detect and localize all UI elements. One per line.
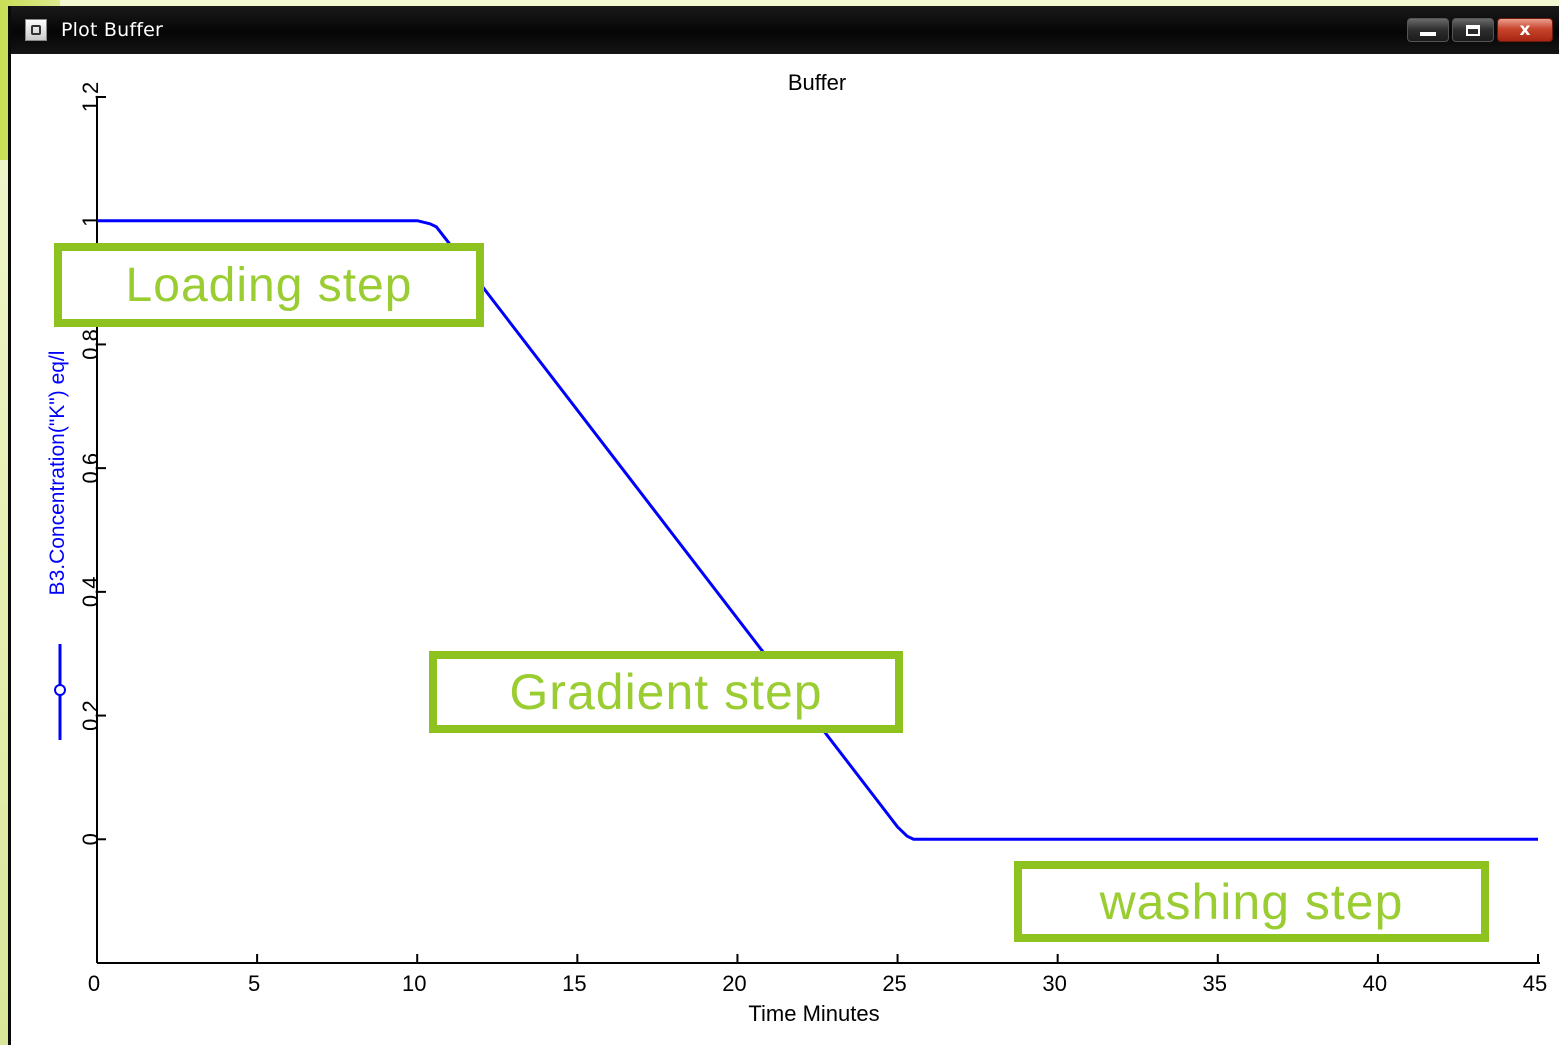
x-tick-label: 0: [88, 971, 100, 996]
x-tick-label: 40: [1363, 971, 1387, 996]
x-tick-label: 15: [562, 971, 586, 996]
window-controls: x: [1407, 18, 1553, 42]
y-axis-label: B3.Concentration("K") eq/l: [46, 351, 69, 596]
maximize-button[interactable]: [1452, 18, 1494, 42]
x-axis-label: Time Minutes: [748, 1001, 879, 1026]
close-button[interactable]: x: [1497, 18, 1553, 42]
series-layer: [97, 219, 1538, 841]
washing-step-annotation: washing step: [1014, 861, 1489, 942]
plot-window: Plot Buffer x Buffer Time Minutes B3.Con…: [8, 6, 1559, 1045]
y-tick-label: 1: [78, 215, 103, 227]
axes: 0 5 10 15 20 25 30 35 40 45 0 0.2 0.4 0.6 0.8 1 1.2: [78, 82, 1547, 996]
app-icon[interactable]: [25, 19, 47, 41]
chart-title: Buffer: [788, 70, 846, 95]
loading-step-annotation: Loading step: [54, 243, 484, 327]
y-tick-label: 0.8: [78, 329, 103, 360]
y-tick-label: 0.2: [78, 700, 103, 731]
x-tick-label: 20: [722, 971, 746, 996]
y-tick-label: 0.6: [78, 453, 103, 484]
minimize-icon: [1408, 19, 1448, 41]
minimize-button[interactable]: [1407, 18, 1449, 42]
close-icon: x: [1519, 20, 1531, 40]
x-tick-label: 25: [882, 971, 906, 996]
x-tick-label: 5: [248, 971, 260, 996]
gradient-step-annotation: Gradient step: [429, 651, 903, 733]
x-tick-label: 10: [402, 971, 426, 996]
window-title: Plot Buffer: [61, 19, 164, 41]
maximize-icon: [1453, 19, 1493, 41]
series-line: [97, 219, 1538, 841]
x-tick-label: 35: [1203, 971, 1227, 996]
y-tick-label: 1.2: [78, 82, 103, 113]
y-tick-label: 0: [78, 833, 103, 845]
y-axis-label-group: B3.Concentration("K") eq/l: [46, 351, 69, 740]
title-bar[interactable]: Plot Buffer x: [11, 6, 1559, 54]
x-tick-label: 45: [1523, 971, 1547, 996]
legend-marker: [54, 684, 66, 696]
y-tick-label: 0.4: [78, 577, 103, 608]
x-tick-label: 30: [1042, 971, 1066, 996]
